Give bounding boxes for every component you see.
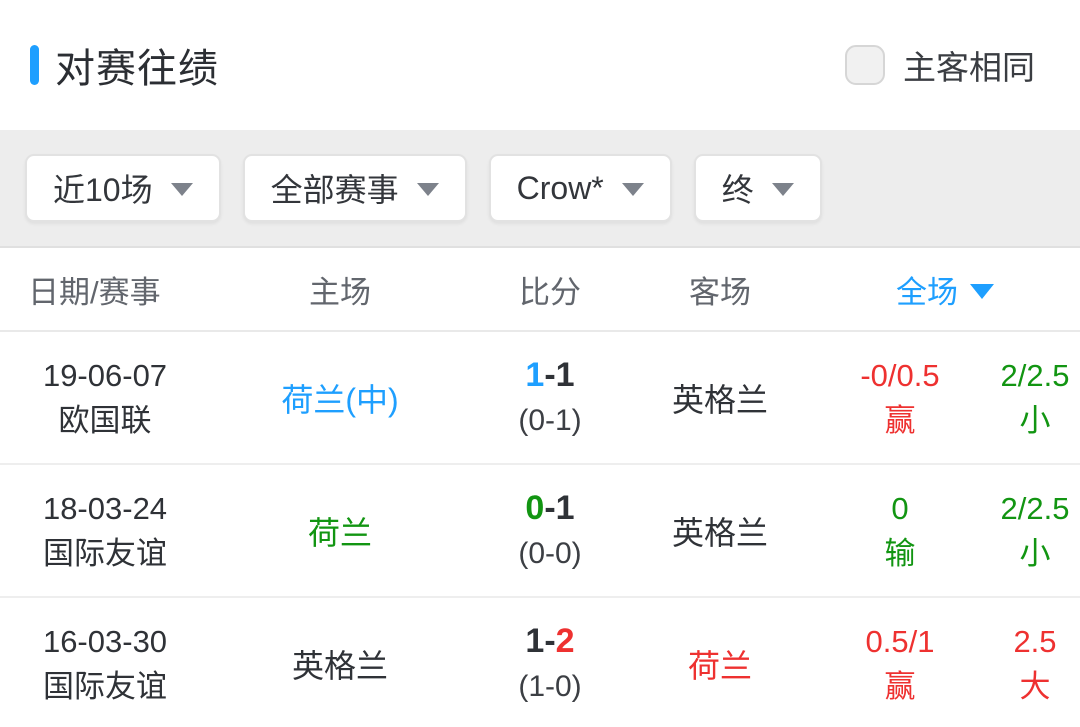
cell-score: 0-1 (0-0) xyxy=(470,486,630,576)
chevron-down-icon xyxy=(621,183,644,196)
away-team: 英格兰 xyxy=(671,381,768,418)
cell-handicap: 0 输 xyxy=(810,486,990,576)
home-goals: 1 xyxy=(525,621,545,660)
away-team: 英格兰 xyxy=(671,514,768,551)
score-separator: - xyxy=(544,355,556,394)
full-time-score: 1-2 xyxy=(470,619,630,664)
match-date: 19-06-07 xyxy=(42,357,168,393)
filter-match-status[interactable]: 终 xyxy=(693,154,822,222)
handicap-result: 输 xyxy=(884,535,916,571)
page-title: 对赛往绩 xyxy=(55,47,219,91)
half-time-score: (0-1) xyxy=(518,403,582,437)
full-time-score: 0-1 xyxy=(470,486,630,531)
match-date: 16-03-30 xyxy=(42,623,168,659)
handicap-result: 赢 xyxy=(884,402,916,438)
same-home-away-checkbox[interactable] xyxy=(845,45,885,85)
same-home-away-label: 主客相同 xyxy=(903,49,1035,86)
home-team: 荷兰(中) xyxy=(281,381,399,418)
filter-bookmaker[interactable]: Crow* xyxy=(488,154,672,222)
handicap-line: 0 xyxy=(891,490,909,526)
score-separator: - xyxy=(544,488,556,527)
cell-over-under: 2/2.5 小 xyxy=(990,486,1080,576)
column-header-date-competition: 日期/赛事 xyxy=(28,274,161,310)
handicap-line: -0/0.5 xyxy=(860,357,940,393)
cell-date-competition: 19-06-07 欧国联 xyxy=(0,353,210,443)
section-header: 对赛往绩 主客相同 xyxy=(0,0,1080,130)
page-title-wrap: 对赛往绩 xyxy=(30,36,219,94)
table-row: 18-03-24 国际友谊 荷兰 0-1 (0-0) 英格兰 0 输 2/2.5… xyxy=(0,465,1080,598)
away-goals: 2 xyxy=(555,621,575,660)
cell-over-under: 2.5 大 xyxy=(990,619,1080,709)
table-header-row: 日期/赛事 主场 比分 客场 全场 xyxy=(0,248,1080,332)
cell-handicap: -0/0.5 赢 xyxy=(810,353,990,443)
match-date: 18-03-24 xyxy=(42,490,168,526)
filter-bar: 近10场 全部赛事 Crow* 终 xyxy=(0,130,1080,248)
over-under-line: 2/2.5 xyxy=(1000,490,1070,526)
chevron-down-icon xyxy=(771,183,794,196)
home-goals: 0 xyxy=(525,488,545,527)
chevron-down-icon xyxy=(416,183,439,196)
cell-score: 1-1 (0-1) xyxy=(470,353,630,443)
home-team: 荷兰 xyxy=(307,514,372,551)
full-time-score: 1-1 xyxy=(470,353,630,398)
column-header-score: 比分 xyxy=(519,274,581,310)
column-header-full-match-dropdown[interactable]: 全场 xyxy=(810,267,1080,312)
competition-name: 欧国联 xyxy=(58,402,152,438)
filter-all-competitions-label: 全部赛事 xyxy=(270,172,399,208)
score-separator: - xyxy=(544,621,556,660)
filter-recent-matches-label: 近10场 xyxy=(53,172,153,208)
half-time-score: (1-0) xyxy=(518,669,582,703)
handicap-line: 0.5/1 xyxy=(865,623,935,659)
cell-date-competition: 16-03-30 国际友谊 xyxy=(0,619,210,709)
over-under-line: 2.5 xyxy=(1013,623,1057,659)
filter-match-status-label: 终 xyxy=(721,172,754,208)
filter-recent-matches[interactable]: 近10场 xyxy=(25,154,221,222)
table-row: 19-06-07 欧国联 荷兰(中) 1-1 (0-1) 英格兰 -0/0.5 … xyxy=(0,332,1080,465)
title-accent-bar xyxy=(30,45,39,85)
away-goals: 1 xyxy=(555,355,575,394)
competition-name: 国际友谊 xyxy=(43,668,167,704)
cell-score: 1-2 (1-0) xyxy=(470,619,630,709)
chevron-down-icon xyxy=(970,283,994,299)
same-home-away-toggle[interactable]: 主客相同 xyxy=(845,41,1035,89)
half-time-score: (0-0) xyxy=(518,536,582,570)
column-header-away: 客场 xyxy=(689,274,751,310)
cell-date-competition: 18-03-24 国际友谊 xyxy=(0,486,210,576)
filter-bookmaker-label: Crow* xyxy=(516,169,604,206)
over-under-line: 2/2.5 xyxy=(1000,357,1070,393)
table-row: 16-03-30 国际友谊 英格兰 1-2 (1-0) 荷兰 0.5/1 赢 2… xyxy=(0,598,1080,727)
column-header-full-match-label: 全场 xyxy=(896,274,958,310)
column-header-home: 主场 xyxy=(309,274,371,310)
handicap-result: 赢 xyxy=(884,668,916,704)
over-under-result: 大 xyxy=(1019,668,1051,704)
competition-name: 国际友谊 xyxy=(43,535,167,571)
away-goals: 1 xyxy=(555,488,575,527)
home-goals: 1 xyxy=(525,355,545,394)
cell-handicap: 0.5/1 赢 xyxy=(810,619,990,709)
home-team: 英格兰 xyxy=(291,647,388,684)
away-team: 荷兰 xyxy=(687,647,752,684)
chevron-down-icon xyxy=(170,183,193,196)
over-under-result: 小 xyxy=(1019,402,1051,438)
cell-over-under: 2/2.5 小 xyxy=(990,353,1080,443)
filter-all-competitions[interactable]: 全部赛事 xyxy=(242,154,467,222)
over-under-result: 小 xyxy=(1019,535,1051,571)
